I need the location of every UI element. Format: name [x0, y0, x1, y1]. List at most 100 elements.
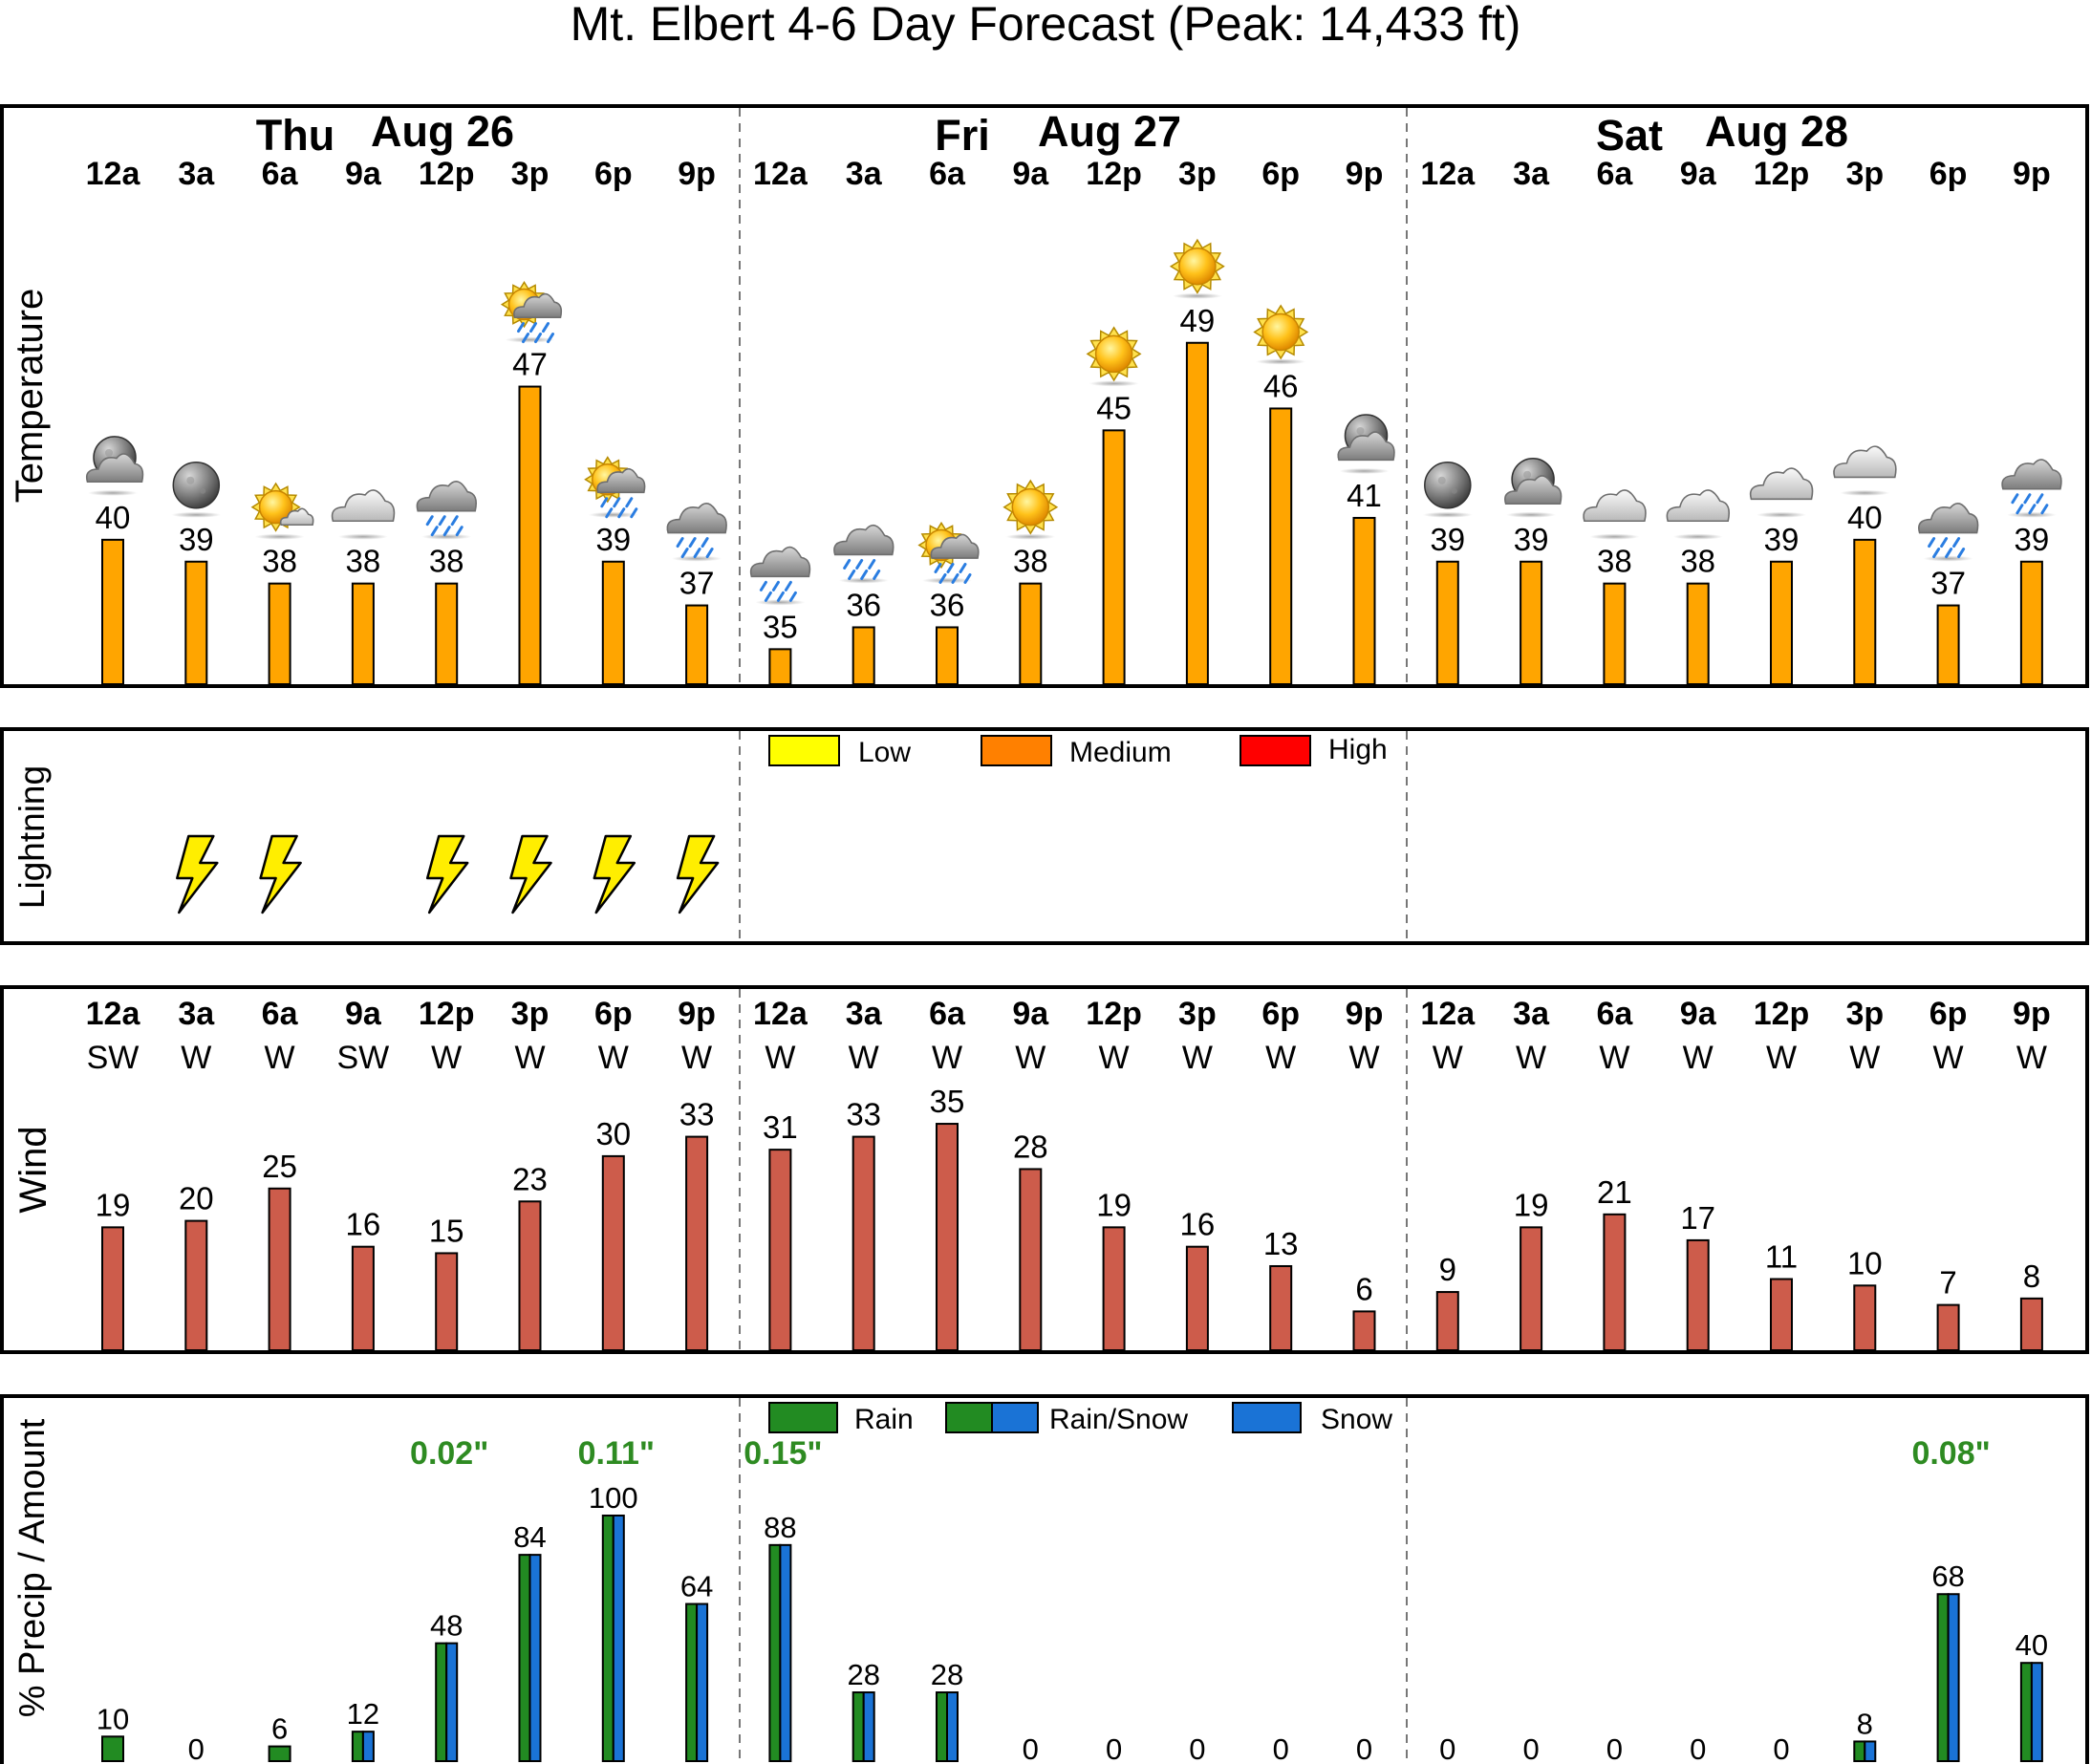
wind-bar	[1686, 1238, 1710, 1352]
temp-hour-label: 3a	[178, 156, 215, 192]
wind-direction-label: W	[1766, 1040, 1797, 1076]
temp-bar	[518, 385, 542, 685]
wind-bar	[768, 1149, 792, 1351]
wind-hour-label: 9a	[345, 996, 382, 1032]
precip-value-label: 8	[1857, 1707, 1873, 1740]
wind-bar	[1603, 1213, 1627, 1351]
sun-disc	[1011, 487, 1050, 527]
wind-direction-label: W	[1433, 1040, 1463, 1076]
wind-direction-label: SW	[87, 1040, 140, 1076]
wind-hour-label: 12p	[419, 996, 475, 1032]
rain-drop	[1957, 548, 1966, 559]
wind-value-label: 19	[96, 1187, 131, 1222]
temp-value-label: 38	[429, 544, 464, 579]
cloud-shape	[416, 481, 477, 512]
precip-value-label: 100	[589, 1481, 638, 1515]
temp-bar	[768, 648, 792, 685]
icon-shadow	[1757, 511, 1806, 518]
wind-bar	[101, 1226, 124, 1351]
precip-bar-rain	[1853, 1740, 1866, 1762]
moon-icon	[171, 462, 222, 518]
precip-bar-rain	[936, 1691, 948, 1763]
temp-value-label: 38	[1013, 544, 1048, 579]
wind-direction-label: W	[765, 1040, 795, 1076]
sun-rain-icon	[584, 456, 646, 519]
wind-hour-label: 3p	[1845, 996, 1884, 1032]
precip-legend-rain-swatch	[768, 1402, 838, 1433]
rain-cloud-icon	[416, 481, 477, 540]
wind-direction-label: SW	[337, 1040, 390, 1076]
wind-bar	[268, 1187, 291, 1351]
icon-shadow	[254, 533, 305, 540]
rain-cloud-icon	[749, 546, 811, 606]
cloud-shape	[1749, 467, 1814, 501]
rain-drop	[1928, 537, 1936, 549]
sun-disc	[1094, 334, 1133, 374]
rain-drop	[959, 562, 967, 573]
moon-crater	[1356, 426, 1365, 435]
moon-crater	[1523, 470, 1532, 479]
moon-crater	[105, 448, 113, 457]
wind-direction-label: W	[1182, 1040, 1213, 1076]
precip-value-label: 0	[1773, 1732, 1789, 1764]
icon-shadow	[1422, 511, 1473, 518]
wind-bar	[351, 1245, 375, 1352]
temp-bar	[184, 560, 208, 686]
wind-bar	[1936, 1303, 1960, 1351]
icon-shadow	[588, 511, 638, 518]
temp-value-label: 47	[512, 347, 548, 382]
wind-hour-label: 12p	[1754, 996, 1810, 1032]
rain-cloud-icon	[1918, 502, 1979, 562]
precip-bar-snow	[612, 1515, 625, 1762]
wind-value-label: 20	[179, 1181, 214, 1216]
icon-shadow	[755, 599, 806, 606]
lightning-bolt-icon	[676, 834, 720, 914]
temp-value-label: 39	[1514, 522, 1549, 557]
temp-bar	[101, 538, 124, 685]
rain-drop	[963, 572, 972, 584]
rain-drop	[848, 569, 856, 580]
chart-title: Mt. Elbert 4-6 Day Forecast (Peak: 14,43…	[571, 0, 1521, 51]
precip-value-label: 68	[1931, 1560, 1964, 1593]
precip-bar-rain	[351, 1731, 364, 1763]
temp-hour-label: 12a	[753, 156, 808, 192]
temp-bar	[1435, 560, 1459, 686]
temp-bar	[1853, 538, 1877, 685]
cloud-shape	[1918, 502, 1979, 534]
temp-bar	[2019, 560, 2043, 686]
wind-value-label: 19	[1096, 1187, 1132, 1222]
precip-bar-rain	[518, 1554, 531, 1762]
cloud-shape	[833, 524, 895, 556]
lightning-panel	[0, 727, 2089, 945]
wind-value-label: 35	[930, 1084, 965, 1119]
wind-bar	[2019, 1297, 2043, 1351]
rain-drop	[529, 322, 537, 333]
icon-shadow	[1589, 533, 1640, 540]
temp-value-label: 37	[679, 566, 715, 601]
temp-value-label: 38	[346, 544, 381, 579]
rain-drop	[438, 515, 446, 527]
rain-drop	[701, 537, 709, 549]
temp-value-label: 40	[96, 500, 131, 535]
precip-value-label: 0	[1439, 1732, 1455, 1764]
wind-hour-label: 3a	[846, 996, 883, 1032]
precip-value-label: 84	[513, 1520, 546, 1554]
wind-direction-label: W	[1683, 1040, 1714, 1076]
wind-hour-label: 12p	[1086, 996, 1142, 1032]
cloud-shape	[2001, 459, 2062, 490]
rain-drop	[843, 558, 851, 570]
wind-direction-label: W	[1849, 1040, 1880, 1076]
lightning-bolt-icon	[259, 834, 302, 914]
precip-bar	[101, 1735, 124, 1763]
moon-disc	[1424, 462, 1472, 509]
sun-icon	[1002, 479, 1059, 540]
precip-value-label: 64	[680, 1570, 713, 1603]
wind-hour-label: 9p	[1346, 996, 1384, 1032]
rain-drop	[776, 591, 785, 602]
temp-value-label: 39	[595, 522, 631, 557]
cloud-shape	[666, 502, 727, 534]
rain-drop	[860, 569, 869, 580]
rain-drop	[688, 537, 697, 549]
precip-axis-label: % Precip / Amount	[12, 1418, 53, 1717]
